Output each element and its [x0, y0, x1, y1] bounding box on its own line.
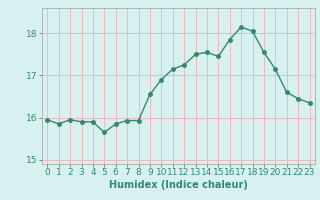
X-axis label: Humidex (Indice chaleur): Humidex (Indice chaleur)	[109, 180, 248, 190]
